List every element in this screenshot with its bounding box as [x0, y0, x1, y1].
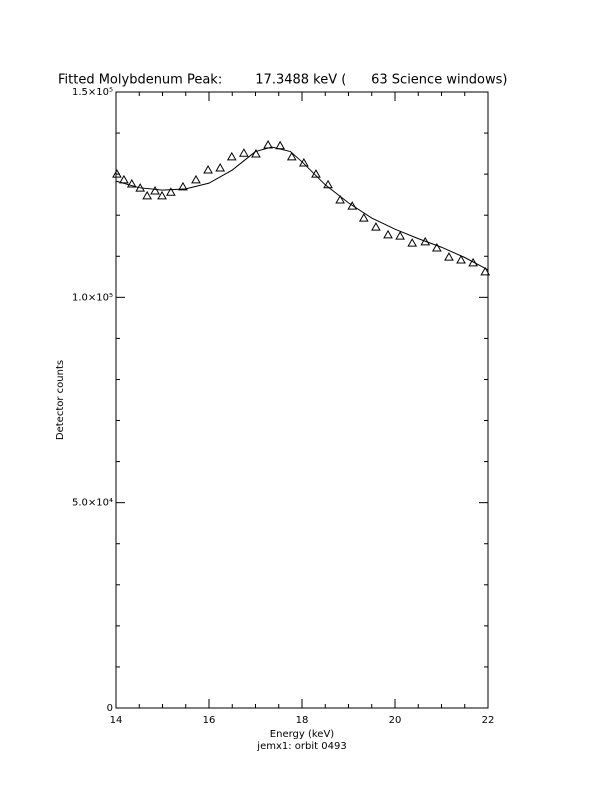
data-point	[142, 190, 153, 200]
chart-title: Fitted Molybdenum Peak: 17.3488 keV ( 63…	[58, 73, 508, 88]
data-point	[112, 169, 122, 178]
data-point	[226, 151, 237, 161]
y-tick-label: 0	[107, 703, 113, 714]
data-point	[420, 236, 431, 246]
data-point	[323, 179, 333, 189]
data-point	[407, 238, 418, 247]
data-point	[298, 158, 309, 167]
data-point	[358, 213, 369, 222]
data-point	[166, 187, 176, 196]
data-point	[383, 229, 393, 239]
data-point	[157, 190, 167, 200]
y-axis-label: Detector counts	[55, 360, 66, 440]
y-tick-label: 1.0×10⁵	[72, 292, 113, 303]
data-point	[126, 178, 137, 188]
data-point	[347, 201, 358, 210]
data-point	[395, 231, 405, 240]
x-tick-label: 22	[482, 715, 495, 726]
x-axis-label: Energy (keV)	[270, 729, 335, 740]
data-point	[456, 254, 466, 264]
data-point	[431, 243, 442, 252]
data-point	[239, 148, 249, 157]
data-point	[371, 222, 381, 231]
x-tick-label: 14	[110, 715, 123, 726]
subtitle: jemx1: orbit 0493	[256, 741, 346, 752]
data-point	[191, 174, 201, 184]
data-point	[203, 165, 213, 174]
data-point	[480, 266, 491, 276]
x-tick-label: 20	[389, 715, 402, 726]
data-point	[251, 149, 261, 158]
data-point	[286, 151, 297, 161]
y-tick-label: 5.0×10⁴	[72, 498, 113, 509]
x-tick-label: 18	[296, 715, 309, 726]
data-point	[178, 181, 188, 191]
y-tick-label: 1.5×10⁵	[72, 87, 113, 98]
data-point	[468, 257, 478, 267]
x-tick-label: 16	[203, 715, 216, 726]
data-point	[444, 252, 454, 261]
fit-line	[115, 146, 489, 271]
data-point	[215, 162, 226, 172]
data-point	[150, 185, 160, 195]
data-point	[335, 194, 345, 204]
